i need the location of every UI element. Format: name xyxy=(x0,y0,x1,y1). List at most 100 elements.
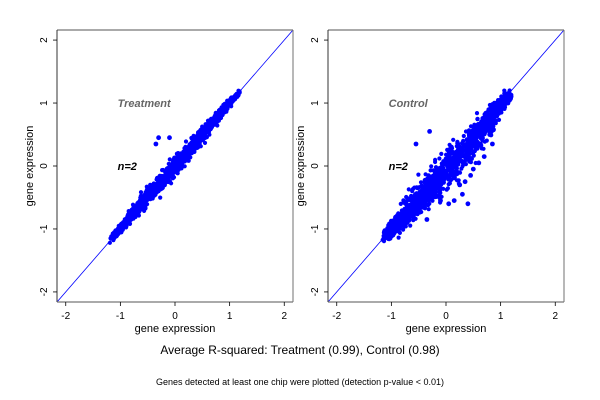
data-point xyxy=(211,118,216,123)
data-point xyxy=(502,102,507,107)
data-point xyxy=(397,223,402,228)
data-point xyxy=(117,228,122,233)
data-point xyxy=(456,162,461,167)
data-point xyxy=(160,176,165,181)
data-point xyxy=(491,124,496,129)
outlier-point xyxy=(460,191,465,197)
data-point xyxy=(496,98,501,103)
data-point xyxy=(396,235,401,240)
data-point xyxy=(143,206,148,211)
data-point xyxy=(481,115,486,120)
x-tick-label: -2 xyxy=(61,311,70,322)
data-point xyxy=(491,127,496,132)
data-point xyxy=(183,148,188,154)
outlier-point xyxy=(202,135,208,141)
data-point xyxy=(468,124,474,129)
data-point xyxy=(234,91,239,96)
data-point xyxy=(504,95,510,100)
panel-title: Treatment xyxy=(118,98,172,110)
data-point xyxy=(445,167,451,172)
data-point xyxy=(414,198,419,203)
data-point xyxy=(393,220,398,225)
data-point xyxy=(446,182,451,187)
data-point xyxy=(217,108,222,113)
data-point xyxy=(472,125,477,130)
y-tick-label: -2 xyxy=(310,287,321,296)
data-point xyxy=(425,186,430,191)
data-point xyxy=(433,157,438,162)
outlier-point xyxy=(468,173,473,178)
data-point xyxy=(134,206,139,211)
data-point xyxy=(426,203,431,208)
data-point xyxy=(410,189,415,194)
data-point xyxy=(447,142,452,147)
data-point xyxy=(157,181,162,186)
data-point xyxy=(452,151,457,156)
data-point xyxy=(463,162,468,167)
data-point xyxy=(493,113,498,118)
data-point xyxy=(162,180,167,185)
x-axis-title: gene expression xyxy=(406,323,487,335)
data-point xyxy=(448,163,453,168)
data-point xyxy=(500,99,506,104)
data-point xyxy=(183,139,189,144)
data-point xyxy=(131,216,136,221)
outlier-point xyxy=(476,160,482,166)
data-point xyxy=(469,138,474,143)
data-point xyxy=(433,178,438,183)
data-point xyxy=(486,124,491,129)
data-point xyxy=(150,192,155,197)
data-point xyxy=(136,213,141,218)
data-point xyxy=(397,230,402,235)
data-point xyxy=(194,136,199,142)
data-point xyxy=(127,221,133,226)
data-point xyxy=(493,108,499,113)
data-point xyxy=(122,220,127,226)
data-point xyxy=(464,151,469,156)
data-point xyxy=(426,207,431,212)
data-point xyxy=(432,191,437,196)
x-tick-label: -1 xyxy=(387,311,396,322)
outlier-point xyxy=(167,135,172,141)
data-point xyxy=(493,121,498,126)
y-axis-title: gene expression xyxy=(295,126,307,207)
x-tick-label: 0 xyxy=(443,311,449,322)
data-point xyxy=(189,140,195,145)
data-point xyxy=(417,210,422,215)
x-tick-label: 2 xyxy=(552,311,558,322)
data-point xyxy=(459,152,464,157)
data-point xyxy=(459,166,464,171)
data-point xyxy=(469,156,474,161)
outlier-point xyxy=(216,113,222,118)
y-axis-title: gene expression xyxy=(24,126,36,207)
r-squared-caption: Average R-squared: Treatment (0.99), Con… xyxy=(160,343,440,357)
data-point xyxy=(387,221,392,226)
data-point xyxy=(423,179,428,184)
data-point xyxy=(468,160,473,165)
data-point xyxy=(450,155,456,160)
data-point xyxy=(207,123,212,128)
data-point xyxy=(419,199,424,204)
data-point xyxy=(439,172,444,177)
data-point xyxy=(406,187,411,192)
data-point xyxy=(466,137,471,142)
outlier-point xyxy=(438,198,443,204)
data-point xyxy=(438,190,443,195)
data-point xyxy=(414,202,419,208)
outlier-point xyxy=(465,201,471,207)
data-point xyxy=(405,212,410,217)
outlier-point xyxy=(470,166,476,172)
data-point xyxy=(381,230,386,235)
data-point xyxy=(164,168,169,173)
data-point xyxy=(152,185,157,190)
data-point xyxy=(496,117,502,122)
data-point xyxy=(421,205,426,210)
data-point xyxy=(404,209,409,214)
data-point xyxy=(474,136,479,141)
sample-count-label: n=2 xyxy=(389,161,408,173)
data-point xyxy=(408,209,413,215)
data-point xyxy=(489,118,494,123)
data-point xyxy=(429,164,434,169)
data-point xyxy=(407,216,412,221)
